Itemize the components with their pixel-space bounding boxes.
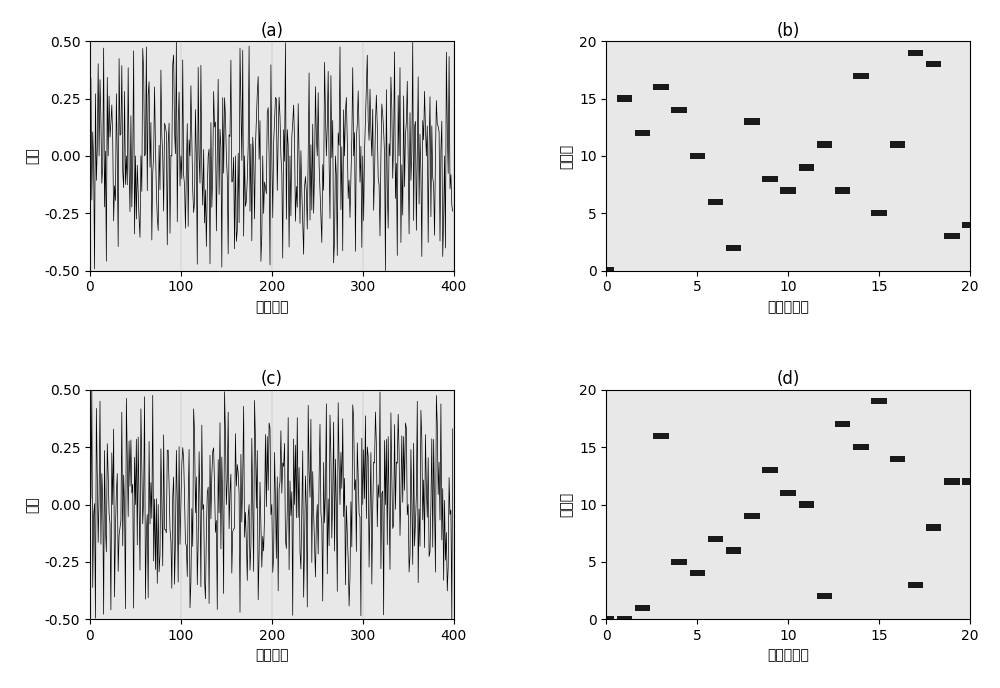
Bar [890, 141, 905, 148]
Y-axis label: 跳频码: 跳频码 [559, 492, 573, 517]
Bar [617, 616, 632, 623]
Bar [762, 175, 778, 182]
Bar [671, 559, 687, 565]
Y-axis label: 幅度: 幅度 [25, 496, 39, 513]
Bar [762, 467, 778, 473]
Bar [799, 164, 814, 171]
Bar [617, 96, 632, 102]
Bar [726, 547, 741, 554]
Bar [908, 581, 923, 588]
Bar [871, 398, 887, 405]
Bar [708, 536, 723, 542]
Bar [780, 187, 796, 193]
Bar [817, 141, 832, 148]
Bar [671, 107, 687, 114]
Bar [635, 605, 650, 611]
X-axis label: 子脉冲序号: 子脉冲序号 [767, 300, 809, 314]
Bar [962, 222, 978, 228]
Bar [926, 61, 941, 67]
Y-axis label: 幅度: 幅度 [25, 147, 39, 164]
Title: (b): (b) [776, 22, 800, 40]
Title: (d): (d) [776, 370, 800, 388]
Y-axis label: 跳频码: 跳频码 [559, 143, 573, 169]
Bar [908, 50, 923, 56]
Bar [817, 593, 832, 599]
Bar [726, 244, 741, 251]
Bar [799, 502, 814, 508]
Bar [653, 84, 669, 90]
Bar [653, 433, 669, 439]
Bar [690, 153, 705, 159]
Bar [853, 72, 869, 79]
X-axis label: 序列序号: 序列序号 [255, 300, 289, 314]
Bar [708, 199, 723, 205]
Bar [944, 478, 960, 485]
Bar [890, 455, 905, 462]
Title: (a): (a) [260, 22, 283, 40]
Bar [635, 130, 650, 136]
Bar [835, 421, 850, 427]
Bar [835, 187, 850, 193]
Bar [599, 616, 614, 623]
Bar [871, 210, 887, 217]
Bar [690, 570, 705, 577]
Title: (c): (c) [261, 370, 283, 388]
Bar [744, 513, 760, 519]
X-axis label: 子脉冲序号: 子脉冲序号 [767, 649, 809, 663]
Bar [599, 268, 614, 274]
Bar [944, 233, 960, 239]
X-axis label: 序列序号: 序列序号 [255, 649, 289, 663]
Bar [926, 524, 941, 530]
Bar [853, 444, 869, 451]
Bar [780, 490, 796, 496]
Bar [744, 118, 760, 125]
Bar [962, 478, 978, 485]
